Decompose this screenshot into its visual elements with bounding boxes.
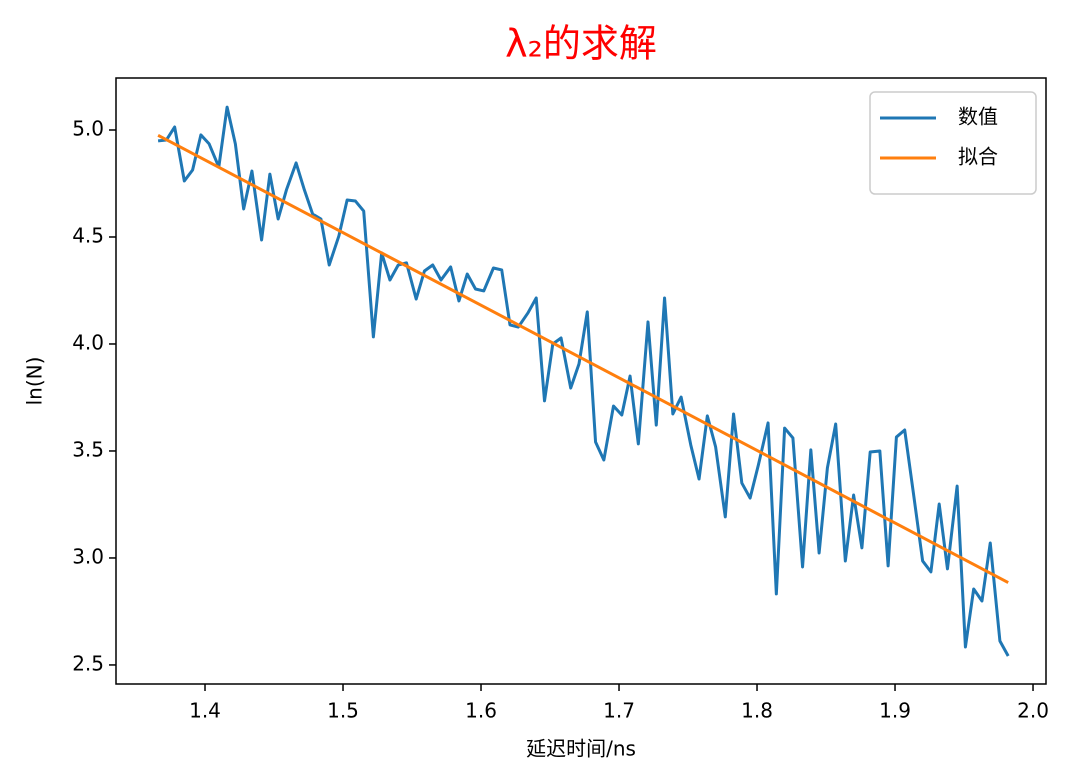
x-tick-label: 1.7 bbox=[603, 699, 635, 723]
x-tick-label: 1.9 bbox=[879, 699, 911, 723]
x-tick-label: 1.5 bbox=[327, 699, 359, 723]
x-tick-label: 1.8 bbox=[741, 699, 773, 723]
x-tick-label: 1.4 bbox=[189, 699, 221, 723]
chart-title: λ₂的求解 bbox=[505, 22, 657, 66]
legend-label: 拟合 bbox=[958, 145, 998, 169]
x-tick-label: 2.0 bbox=[1017, 699, 1049, 723]
y-tick-label: 2.5 bbox=[72, 651, 104, 675]
y-tick-label: 3.0 bbox=[72, 544, 104, 568]
y-tick-label: 5.0 bbox=[72, 116, 104, 140]
legend-label: 数值 bbox=[958, 105, 998, 129]
legend-box bbox=[869, 91, 1037, 195]
x-tick-label: 1.6 bbox=[465, 699, 497, 723]
series-line bbox=[157, 134, 1009, 584]
y-tick-label: 4.5 bbox=[72, 223, 104, 247]
y-tick-label: 4.0 bbox=[72, 330, 104, 354]
y-axis-label: ln(N) bbox=[23, 357, 47, 406]
series-line bbox=[157, 105, 1010, 657]
plot-frame bbox=[115, 77, 1047, 685]
x-axis-label: 延迟时间/ns bbox=[526, 737, 636, 761]
y-tick-label: 3.5 bbox=[72, 437, 104, 461]
